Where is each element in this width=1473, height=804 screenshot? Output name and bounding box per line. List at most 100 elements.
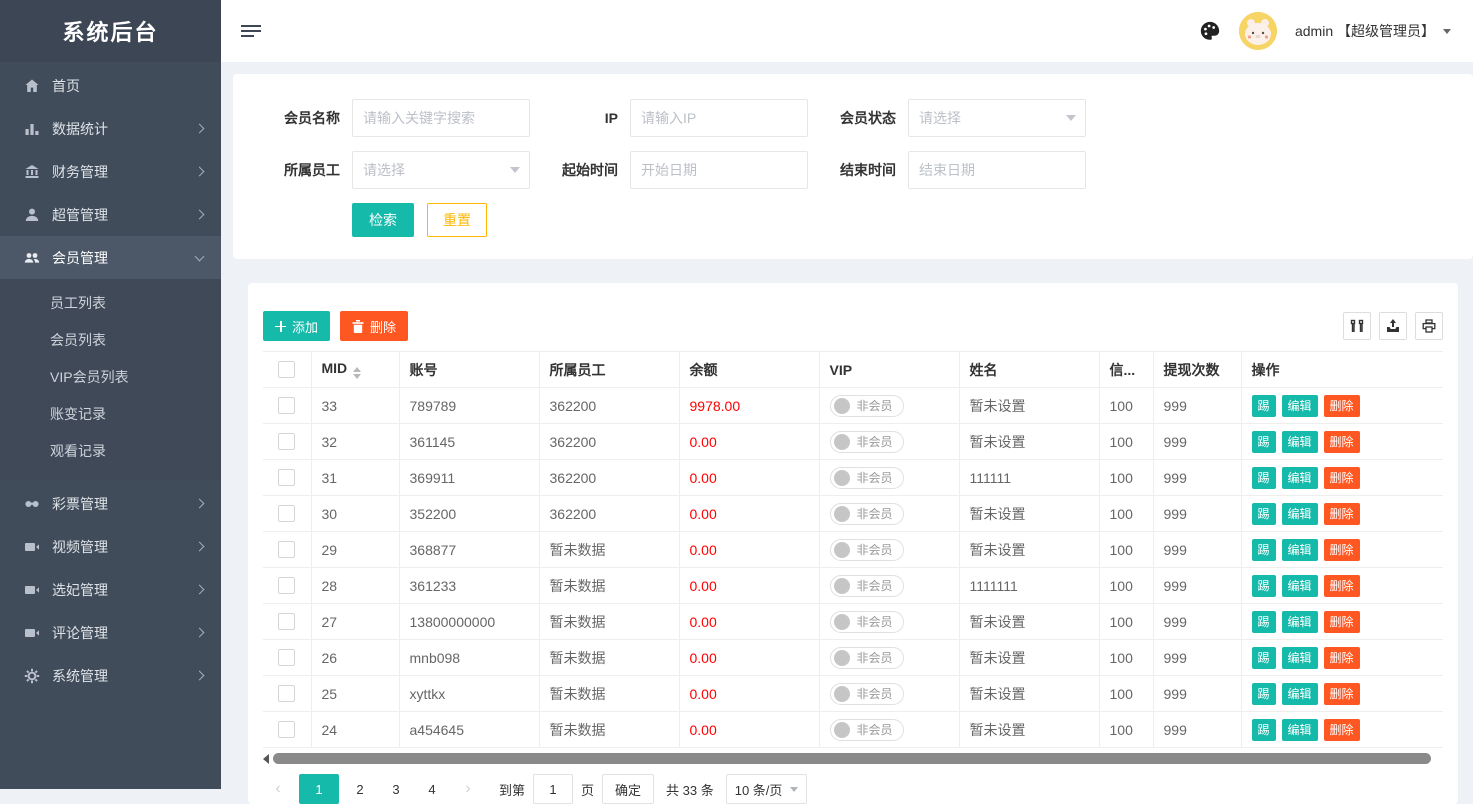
- kick-button[interactable]: 踢: [1251, 718, 1276, 741]
- vip-switch[interactable]: 非会员: [829, 502, 904, 525]
- delete-button[interactable]: 删除: [1323, 394, 1360, 417]
- cell-account: 369911: [399, 459, 540, 496]
- kick-button[interactable]: 踢: [1251, 682, 1276, 705]
- search-button[interactable]: 检索: [352, 203, 414, 237]
- end-date-input[interactable]: [908, 151, 1086, 189]
- sidebar-item-comments[interactable]: 评论管理: [0, 611, 221, 654]
- sidebar-item-statistics[interactable]: 数据统计: [0, 107, 221, 150]
- edit-button[interactable]: 编辑: [1281, 682, 1318, 705]
- select-all-checkbox[interactable]: [278, 361, 296, 379]
- vip-switch[interactable]: 非会员: [829, 394, 904, 417]
- sidebar-item-member-list[interactable]: 会员列表: [50, 332, 106, 348]
- edit-button[interactable]: 编辑: [1281, 502, 1318, 525]
- next-page-button[interactable]: ›: [453, 774, 483, 804]
- vip-switch[interactable]: 非会员: [829, 538, 904, 561]
- sidebar-item-finance[interactable]: 财务管理: [0, 150, 221, 193]
- edit-button[interactable]: 编辑: [1281, 394, 1318, 417]
- jump-page-input[interactable]: [533, 774, 574, 804]
- sidebar-item-xuanfei[interactable]: 选妃管理: [0, 568, 221, 611]
- ip-input[interactable]: [630, 99, 808, 137]
- page-button[interactable]: 4: [417, 774, 447, 804]
- employee-select[interactable]: [352, 151, 530, 189]
- delete-button[interactable]: 删除: [1323, 682, 1360, 705]
- vip-switch[interactable]: 非会员: [829, 718, 904, 741]
- kick-button[interactable]: 踢: [1251, 502, 1276, 525]
- row-checkbox[interactable]: [278, 397, 296, 415]
- page-button[interactable]: 2: [345, 774, 375, 804]
- delete-button[interactable]: 删除: [1323, 646, 1360, 669]
- page-button[interactable]: 3: [381, 774, 411, 804]
- vip-switch[interactable]: 非会员: [829, 430, 904, 453]
- sidebar-item-account-change-log[interactable]: 账变记录: [50, 406, 106, 422]
- sort-icon[interactable]: [353, 367, 362, 379]
- row-checkbox[interactable]: [278, 541, 296, 559]
- sidebar-item-system[interactable]: 系统管理: [0, 654, 221, 697]
- menu-toggle-icon[interactable]: [241, 22, 261, 40]
- row-checkbox[interactable]: [278, 649, 296, 667]
- edit-button[interactable]: 编辑: [1281, 430, 1318, 453]
- jump-confirm-button[interactable]: 确定: [602, 774, 655, 804]
- kick-button[interactable]: 踢: [1251, 646, 1276, 669]
- kick-button[interactable]: 踢: [1251, 538, 1276, 561]
- kick-button[interactable]: 踢: [1251, 574, 1276, 597]
- print-button[interactable]: [1415, 312, 1443, 340]
- palette-icon[interactable]: [1199, 20, 1221, 42]
- kick-button[interactable]: 踢: [1251, 610, 1276, 633]
- member-status-select[interactable]: [908, 99, 1086, 137]
- sidebar-item-video[interactable]: 视频管理: [0, 525, 221, 568]
- delete-button[interactable]: 删除: [1323, 574, 1360, 597]
- avatar[interactable]: [1238, 12, 1277, 50]
- columns-filter-button[interactable]: [1343, 312, 1371, 340]
- vip-switch[interactable]: 非会员: [829, 610, 904, 633]
- sidebar-item-vip-member-list[interactable]: VIP会员列表: [50, 369, 129, 385]
- edit-button[interactable]: 编辑: [1281, 574, 1318, 597]
- user-menu[interactable]: admin 【超级管理员】: [1295, 21, 1451, 41]
- sidebar-item-home[interactable]: 首页: [0, 64, 221, 107]
- kick-button[interactable]: 踢: [1251, 430, 1276, 453]
- edit-button[interactable]: 编辑: [1281, 646, 1318, 669]
- cell-withdrawals: 999: [1153, 423, 1242, 460]
- start-date-input[interactable]: [630, 151, 808, 189]
- edit-button[interactable]: 编辑: [1281, 466, 1318, 489]
- edit-button[interactable]: 编辑: [1281, 610, 1318, 633]
- row-checkbox[interactable]: [278, 721, 296, 739]
- vip-switch[interactable]: 非会员: [829, 466, 904, 489]
- page-size-select[interactable]: 10 条/页: [725, 774, 808, 804]
- delete-button[interactable]: 删除: [1323, 502, 1360, 525]
- vip-switch[interactable]: 非会员: [829, 646, 904, 669]
- scrollbar-thumb[interactable]: [273, 753, 1431, 764]
- reset-button[interactable]: 重置: [427, 203, 487, 237]
- horizontal-scrollbar[interactable]: [263, 752, 1443, 765]
- sidebar-item-watch-log[interactable]: 观看记录: [50, 443, 106, 459]
- cell-credit: 100: [1099, 387, 1154, 424]
- export-button[interactable]: [1379, 312, 1407, 340]
- sidebar-item-members[interactable]: 会员管理: [0, 236, 221, 279]
- kick-button[interactable]: 踢: [1251, 466, 1276, 489]
- row-checkbox[interactable]: [278, 433, 296, 451]
- row-checkbox[interactable]: [278, 505, 296, 523]
- delete-button[interactable]: 删除: [1323, 538, 1360, 561]
- row-checkbox[interactable]: [278, 613, 296, 631]
- sidebar-item-employee-list[interactable]: 员工列表: [50, 295, 106, 311]
- row-checkbox[interactable]: [278, 577, 296, 595]
- delete-button[interactable]: 删除: [1323, 718, 1360, 741]
- delete-button[interactable]: 删除: [1323, 466, 1360, 489]
- sidebar-item-superadmin[interactable]: 超管管理: [0, 193, 221, 236]
- scroll-left-icon[interactable]: [263, 753, 269, 764]
- page-button[interactable]: 1: [299, 774, 339, 804]
- add-button[interactable]: 添加: [263, 311, 331, 341]
- sidebar-item-lottery[interactable]: 彩票管理: [0, 482, 221, 525]
- row-checkbox[interactable]: [278, 469, 296, 487]
- edit-button[interactable]: 编辑: [1281, 538, 1318, 561]
- kick-button[interactable]: 踢: [1251, 394, 1276, 417]
- prev-page-button[interactable]: ‹: [263, 774, 293, 804]
- delete-button[interactable]: 删除: [1323, 610, 1360, 633]
- edit-button[interactable]: 编辑: [1281, 718, 1318, 741]
- row-checkbox[interactable]: [278, 685, 296, 703]
- vip-switch[interactable]: 非会员: [829, 574, 904, 597]
- vip-switch[interactable]: 非会员: [829, 682, 904, 705]
- batch-delete-button[interactable]: 删除: [340, 311, 409, 341]
- member-name-input[interactable]: [352, 99, 530, 137]
- delete-button[interactable]: 删除: [1323, 430, 1360, 453]
- column-mid[interactable]: MID: [311, 351, 400, 388]
